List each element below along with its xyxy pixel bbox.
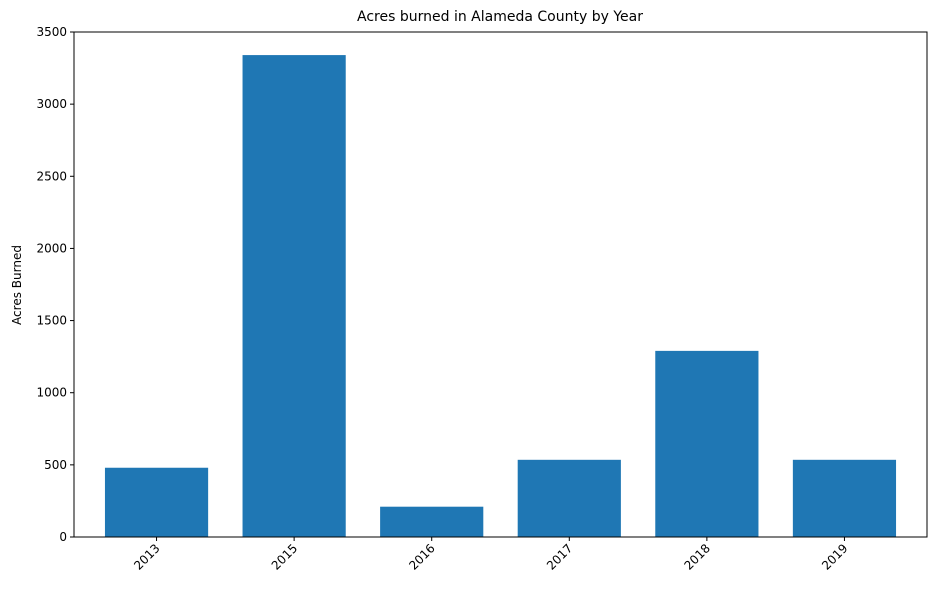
x-axis: 2013 2015 2016 2017 2018 2019 bbox=[131, 537, 851, 573]
y-axis: 0 500 1000 1500 2000 2500 3000 3500 bbox=[36, 25, 74, 544]
y-tick-label: 2000 bbox=[36, 241, 67, 255]
bar-2016 bbox=[380, 506, 484, 537]
bar-series bbox=[104, 55, 897, 537]
y-tick-label: 2500 bbox=[36, 169, 67, 183]
bar-2018 bbox=[655, 350, 759, 537]
y-tick-label: 1000 bbox=[36, 386, 67, 400]
chart-title: Acres burned in Alameda County by Year bbox=[357, 9, 643, 25]
bar-2017 bbox=[517, 459, 621, 537]
bar-2015 bbox=[242, 55, 346, 537]
x-tick-label: 2016 bbox=[406, 541, 437, 572]
x-tick-label: 2019 bbox=[819, 541, 850, 572]
bar-2019 bbox=[792, 459, 897, 537]
y-tick-label: 3000 bbox=[36, 97, 67, 111]
x-tick-label: 2013 bbox=[131, 541, 162, 572]
y-tick-label: 0 bbox=[59, 530, 67, 544]
y-tick-label: 3500 bbox=[36, 25, 67, 39]
y-tick-label: 500 bbox=[44, 458, 67, 472]
x-tick-label: 2017 bbox=[544, 541, 575, 572]
y-axis-label: Acres Burned bbox=[10, 245, 24, 325]
x-tick-label: 2018 bbox=[681, 541, 712, 572]
x-tick-label: 2015 bbox=[269, 541, 300, 572]
y-tick-label: 1500 bbox=[36, 314, 67, 328]
bar-2013 bbox=[104, 467, 209, 537]
plot-area-frame bbox=[73, 31, 928, 538]
